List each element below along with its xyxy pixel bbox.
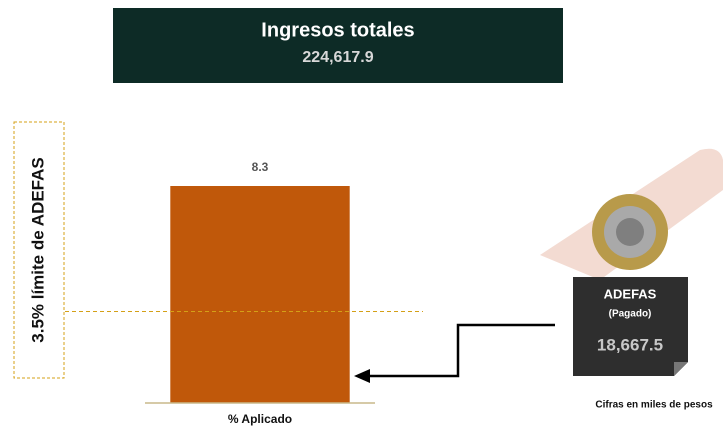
callout-value: 18,667.5 bbox=[597, 335, 663, 354]
limit-label: 3.5% límite de ADEFAS bbox=[28, 157, 47, 342]
coin-emblem bbox=[616, 218, 644, 246]
header-title: Ingresos totales bbox=[261, 19, 414, 41]
callout-fold bbox=[674, 362, 688, 376]
callout-subtitle: (Pagado) bbox=[609, 309, 652, 320]
header-value: 224,617.9 bbox=[302, 49, 373, 66]
callout-title: ADEFAS bbox=[604, 286, 657, 301]
value-label: 8.3 bbox=[252, 160, 269, 174]
callout-box bbox=[573, 277, 688, 376]
limit-label-box bbox=[13, 121, 65, 379]
note: Cifras en miles de pesos bbox=[595, 400, 713, 411]
arrow-head bbox=[354, 369, 370, 383]
bar bbox=[170, 186, 350, 403]
x-tick-label: % Aplicado bbox=[228, 412, 292, 426]
arrow bbox=[368, 323, 555, 378]
header-box bbox=[113, 8, 563, 83]
